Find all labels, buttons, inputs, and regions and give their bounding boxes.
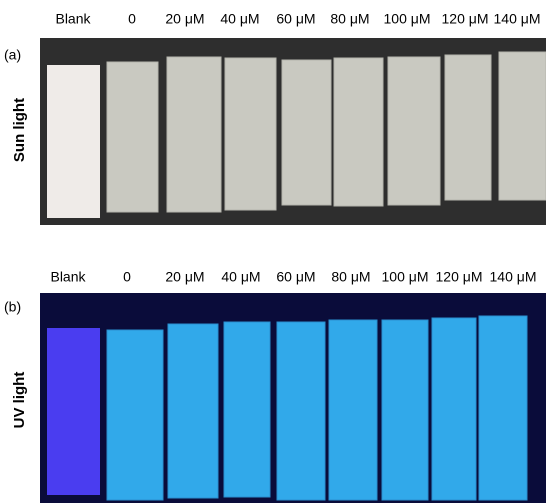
paper-strip: [499, 52, 546, 200]
panel-label: (b): [4, 299, 21, 315]
panel-label: (a): [4, 47, 21, 63]
column-label: 40 μM: [221, 269, 260, 285]
column-label: 140 μM: [494, 11, 541, 27]
paper-strip: [432, 318, 476, 500]
column-label: 60 μM: [276, 269, 315, 285]
paper-strip: [479, 316, 527, 500]
side-label: Sun light: [11, 98, 28, 162]
column-label: 40 μM: [220, 11, 259, 27]
figure: Blank 0 20 μM 40 μM 60 μM 80 μM 100 μM 120 μM 14…: [0, 0, 546, 503]
column-label: 20 μM: [165, 269, 204, 285]
paper-strip: [47, 328, 100, 495]
paper-strip: [334, 58, 383, 206]
column-label: 120 μM: [442, 11, 489, 27]
column-label: 100 μM: [382, 269, 429, 285]
paper-strip: [225, 58, 276, 210]
paper-strip: [107, 62, 158, 212]
paper-strip: [47, 65, 100, 218]
column-label: 60 μM: [276, 11, 315, 27]
paper-strip: [224, 322, 270, 497]
column-label: 80 μM: [330, 11, 369, 27]
side-label: UV light: [11, 372, 28, 429]
paper-strip: [329, 320, 377, 500]
paper-strip: [382, 320, 428, 500]
paper-strip: [107, 330, 163, 500]
column-label: 100 μM: [384, 11, 431, 27]
paper-strip: [388, 57, 440, 205]
paper-strip: [445, 55, 491, 200]
paper-strip: [168, 324, 218, 498]
column-label: 0: [123, 269, 131, 285]
column-label: 20 μM: [165, 11, 204, 27]
column-label: 0: [128, 11, 136, 27]
column-label: 80 μM: [331, 269, 370, 285]
paper-strip: [167, 57, 221, 212]
column-label: 140 μM: [490, 269, 537, 285]
paper-strip: [282, 60, 331, 205]
column-label: Blank: [55, 11, 91, 27]
column-label: Blank: [50, 269, 86, 285]
column-label: 120 μM: [436, 269, 483, 285]
paper-strip: [277, 322, 325, 500]
